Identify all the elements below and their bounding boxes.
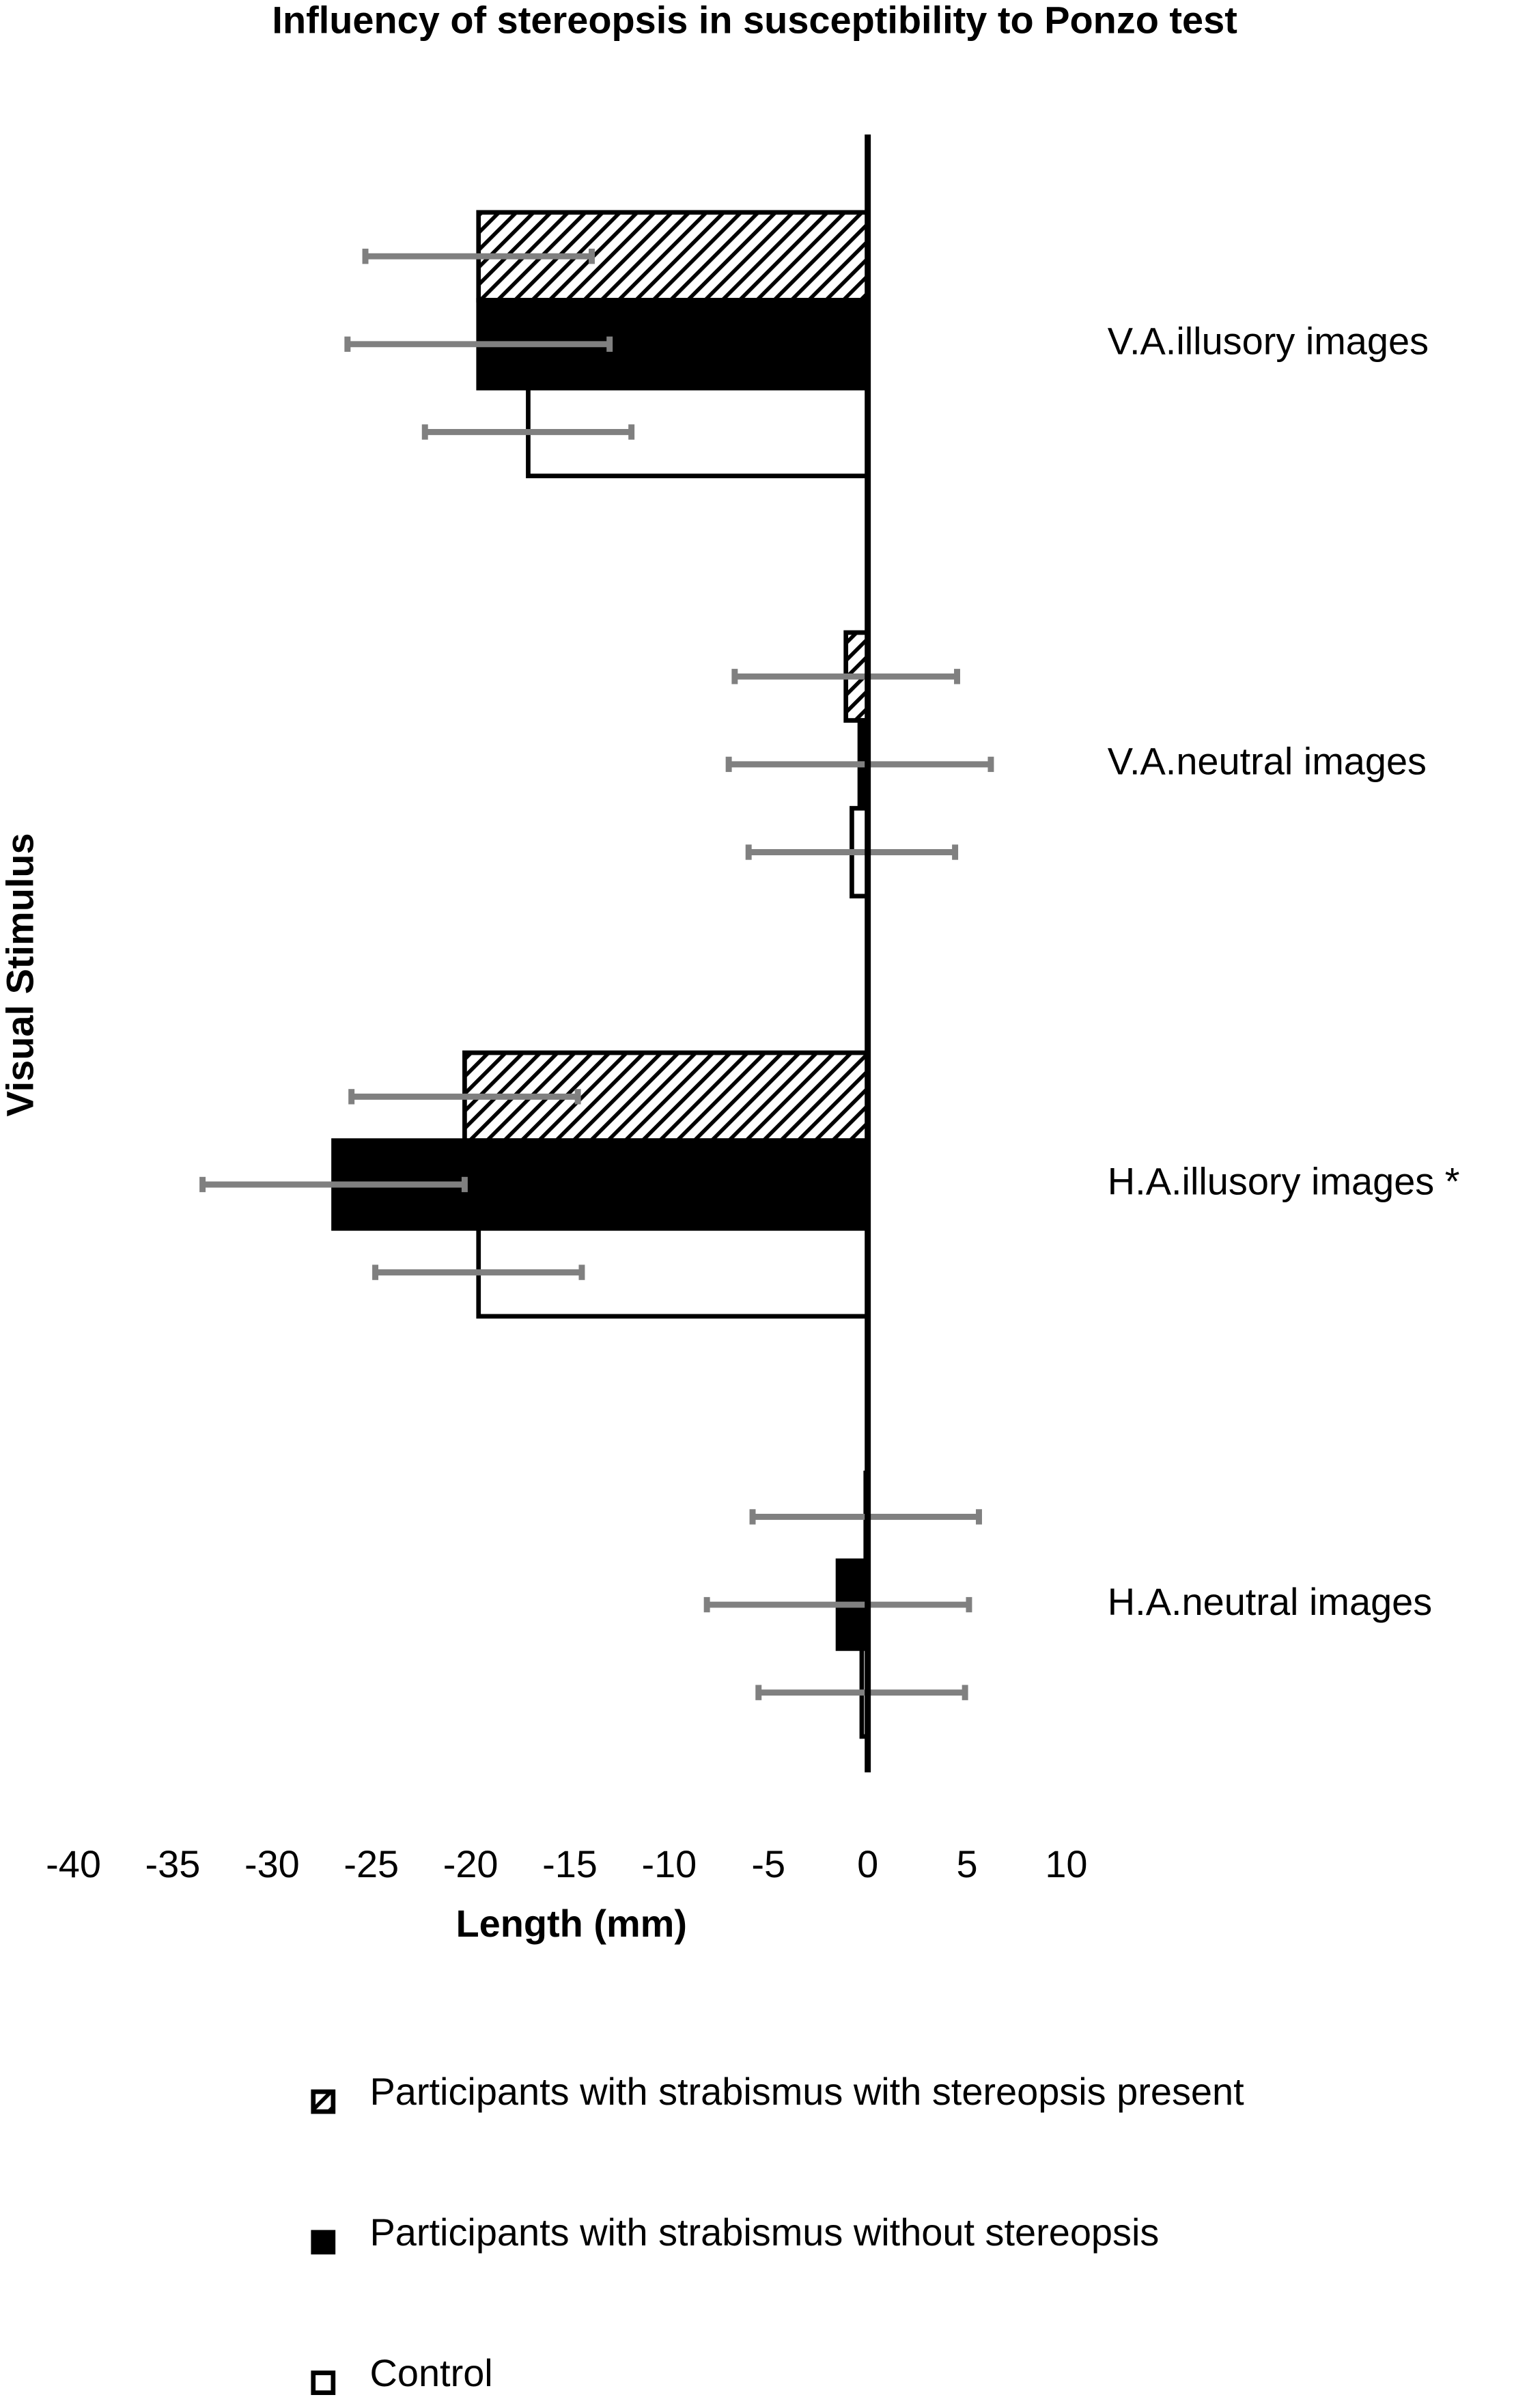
category-label: H.A.neutral images	[1108, 1580, 1432, 1623]
x-tick-label: -5	[751, 1842, 785, 1885]
category-label: V.A.illusory images	[1108, 320, 1429, 363]
error-bar	[755, 1685, 968, 1700]
x-tick-label: -20	[443, 1842, 499, 1885]
legend-label: Participants with strabismus with stereo…	[370, 2070, 1245, 2113]
x-tick-label: -25	[344, 1842, 399, 1885]
x-tick-label: -10	[641, 1842, 697, 1885]
error-bar	[421, 424, 635, 440]
error-bar	[372, 1264, 585, 1280]
legend-label: Participants with strabismus without ste…	[370, 2211, 1160, 2254]
error-bar	[199, 1176, 468, 1193]
error-bar	[745, 844, 959, 860]
x-axis-label: Length (mm)	[455, 1902, 687, 1945]
x-tick-label: -30	[244, 1842, 300, 1885]
y-axis-label: Visual Stimulus	[0, 833, 42, 1116]
error-bar	[731, 669, 960, 684]
legend-swatch	[311, 2370, 336, 2395]
x-tick-label: 0	[857, 1842, 878, 1885]
category-label: H.A.illusory images *	[1108, 1160, 1460, 1203]
error-bar	[703, 1596, 972, 1613]
x-tick-label: 5	[956, 1842, 977, 1885]
x-tick-label: -40	[46, 1842, 101, 1885]
legend-swatch	[311, 2230, 336, 2255]
error-bar	[362, 249, 595, 264]
category-label: V.A.neutral images	[1108, 740, 1427, 783]
x-tick-label: -15	[542, 1842, 598, 1885]
error-bar	[725, 756, 994, 773]
legend-swatch	[311, 2089, 336, 2114]
error-bar	[348, 1089, 581, 1105]
x-tick-label: -35	[145, 1842, 201, 1885]
legend-label: Control	[370, 2351, 493, 2394]
chart-title: Influency of stereopsis in susceptibilit…	[272, 0, 1237, 41]
x-tick-label: 10	[1045, 1842, 1087, 1885]
error-bar	[344, 336, 613, 352]
